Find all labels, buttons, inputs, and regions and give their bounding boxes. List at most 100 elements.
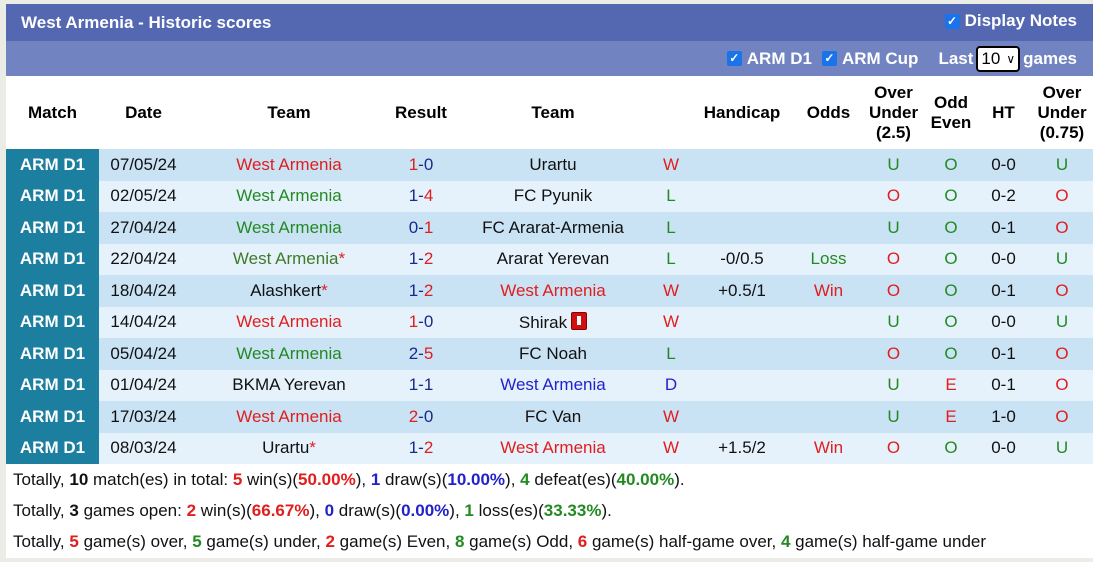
last-games-control: Last 10 ∨ games [938, 45, 1077, 72]
odd-even-cell: O [926, 243, 976, 275]
home-team-cell[interactable]: BKMA Yerevan [188, 369, 390, 401]
arm-d1-filter[interactable]: ✓ ARM D1 [726, 49, 812, 69]
over-under-075-cell: O [1031, 180, 1093, 212]
col-over-under-075: Over Under (0.75) [1037, 82, 1087, 142]
ht-cell: 0-0 [976, 243, 1031, 275]
away-team-cell[interactable]: FC Ararat-Armenia [452, 212, 654, 244]
odds-cell [796, 338, 861, 370]
away-team-cell[interactable]: West Armenia [452, 432, 654, 464]
handicap-cell [688, 369, 796, 401]
league-cell[interactable]: ARM D1 [6, 432, 99, 464]
odd-even-cell: E [926, 369, 976, 401]
home-team-cell[interactable]: West Armenia [188, 149, 390, 181]
odds-cell [796, 306, 861, 338]
league-cell[interactable]: ARM D1 [6, 275, 99, 307]
handicap-cell [688, 306, 796, 338]
table-row[interactable]: ARM D1 01/04/24 BKMA Yerevan 1-1 West Armeni… [6, 369, 1093, 401]
over-under-075-cell: U [1031, 432, 1093, 464]
league-cell[interactable]: ARM D1 [6, 338, 99, 370]
away-team-cell[interactable]: Urartu [452, 149, 654, 181]
home-team-cell[interactable]: West Armenia [188, 306, 390, 338]
league-cell[interactable]: ARM D1 [6, 149, 99, 181]
ht-cell: 0-1 [976, 275, 1031, 307]
over-under-cell: U [861, 306, 926, 338]
handicap-cell: +1.5/2 [688, 432, 796, 464]
league-cell[interactable]: ARM D1 [6, 369, 99, 401]
odd-even-cell: O [926, 212, 976, 244]
handicap-cell [688, 149, 796, 181]
away-team-cell[interactable]: Shirak [452, 306, 654, 338]
table-row[interactable]: ARM D1 18/04/24 Alashkert* 1-2 West Armenia W… [6, 275, 1093, 307]
games-count-select[interactable]: 10 ∨ [976, 45, 1021, 72]
over-under-cell: U [861, 212, 926, 244]
result-cell[interactable]: 2-5 [390, 338, 452, 370]
home-team-cell[interactable]: Alashkert* [188, 275, 390, 307]
odd-even-cell: O [926, 275, 976, 307]
col-handicap: Handicap [703, 102, 781, 122]
table-row[interactable]: ARM D1 27/04/24 West Armenia 0-1 FC Ararat-A… [6, 212, 1093, 244]
result-cell[interactable]: 1-2 [390, 275, 452, 307]
away-team-cell[interactable]: West Armenia [452, 275, 654, 307]
checkbox-checked-icon[interactable]: ✓ [944, 13, 960, 29]
odd-even-cell: O [926, 432, 976, 464]
col-over-under-25: Over Under (2.5) [868, 82, 919, 142]
result-cell[interactable]: 1-0 [390, 306, 452, 338]
result-cell[interactable]: 1-4 [390, 180, 452, 212]
date-cell: 22/04/24 [99, 243, 188, 275]
col-date: Date [125, 102, 162, 122]
ht-cell: 1-0 [976, 401, 1031, 433]
checkbox-checked-icon[interactable]: ✓ [821, 51, 837, 66]
ht-cell: 0-2 [976, 180, 1031, 212]
result-cell[interactable]: 2-0 [390, 401, 452, 433]
result-cell[interactable]: 1-2 [390, 432, 452, 464]
home-team-cell[interactable]: West Armenia [188, 180, 390, 212]
league-cell[interactable]: ARM D1 [6, 306, 99, 338]
home-team-cell[interactable]: West Armenia* [188, 243, 390, 275]
handicap-cell [688, 212, 796, 244]
display-notes-toggle[interactable]: ✓ Display Notes [944, 11, 1077, 31]
away-team-cell[interactable]: FC Van [452, 401, 654, 433]
result-cell[interactable]: 0-1 [390, 212, 452, 244]
over-under-cell: U [861, 149, 926, 181]
home-team-cell[interactable]: West Armenia [188, 212, 390, 244]
red-card-icon [571, 311, 588, 330]
home-team-cell[interactable]: West Armenia [188, 338, 390, 370]
league-cell[interactable]: ARM D1 [6, 212, 99, 244]
over-under-cell: O [861, 338, 926, 370]
odds-cell [796, 369, 861, 401]
league-cell[interactable]: ARM D1 [6, 401, 99, 433]
arm-cup-filter[interactable]: ✓ ARM Cup [821, 49, 918, 69]
table-row[interactable]: ARM D1 02/05/24 West Armenia 1-4 FC Pyunik L O… [6, 180, 1093, 212]
historic-scores-panel: West Armenia - Historic scores ✓ Display… [6, 4, 1093, 558]
result-cell[interactable]: 1-2 [390, 243, 452, 275]
table-row[interactable]: ARM D1 17/03/24 West Armenia 2-0 FC Van W U E 1-… [6, 401, 1093, 433]
date-cell: 02/05/24 [99, 180, 188, 212]
checkbox-checked-icon[interactable]: ✓ [726, 51, 742, 66]
col-odd-even: Odd Even [930, 92, 972, 132]
table-row[interactable]: ARM D1 08/03/24 Urartu* 1-2 West Armenia W +1.… [6, 432, 1093, 464]
result-cell[interactable]: 1-1 [390, 369, 452, 401]
table-row[interactable]: ARM D1 14/04/24 West Armenia 1-0 Shirak W U O 0-… [6, 306, 1093, 338]
table-row[interactable]: ARM D1 07/05/24 West Armenia 1-0 Urartu W U O 0-… [6, 149, 1093, 181]
home-team-cell[interactable]: Urartu* [188, 432, 390, 464]
away-team-cell[interactable]: West Armenia [452, 369, 654, 401]
win-loss-cell: L [654, 338, 688, 370]
summary: Totally, 10 match(es) in total: 5 win(s)… [6, 464, 1093, 557]
away-team-cell[interactable]: FC Noah [452, 338, 654, 370]
win-loss-cell: L [654, 212, 688, 244]
table-row[interactable]: ARM D1 05/04/24 West Armenia 2-5 FC Noah L O O 0… [6, 338, 1093, 370]
home-team-cell[interactable]: West Armenia [188, 401, 390, 433]
win-loss-cell: W [654, 401, 688, 433]
table-row[interactable]: ARM D1 22/04/24 West Armenia* 1-2 Ararat Yer… [6, 243, 1093, 275]
result-cell[interactable]: 1-0 [390, 149, 452, 181]
league-cell[interactable]: ARM D1 [6, 243, 99, 275]
col-ht: HT [992, 102, 1015, 122]
handicap-cell: +0.5/1 [688, 275, 796, 307]
away-team-cell[interactable]: Ararat Yerevan [452, 243, 654, 275]
win-loss-cell: W [654, 149, 688, 181]
win-loss-cell: W [654, 432, 688, 464]
over-under-cell: O [861, 180, 926, 212]
away-team-cell[interactable]: FC Pyunik [452, 180, 654, 212]
col-home-team: Team [267, 102, 311, 122]
league-cell[interactable]: ARM D1 [6, 180, 99, 212]
